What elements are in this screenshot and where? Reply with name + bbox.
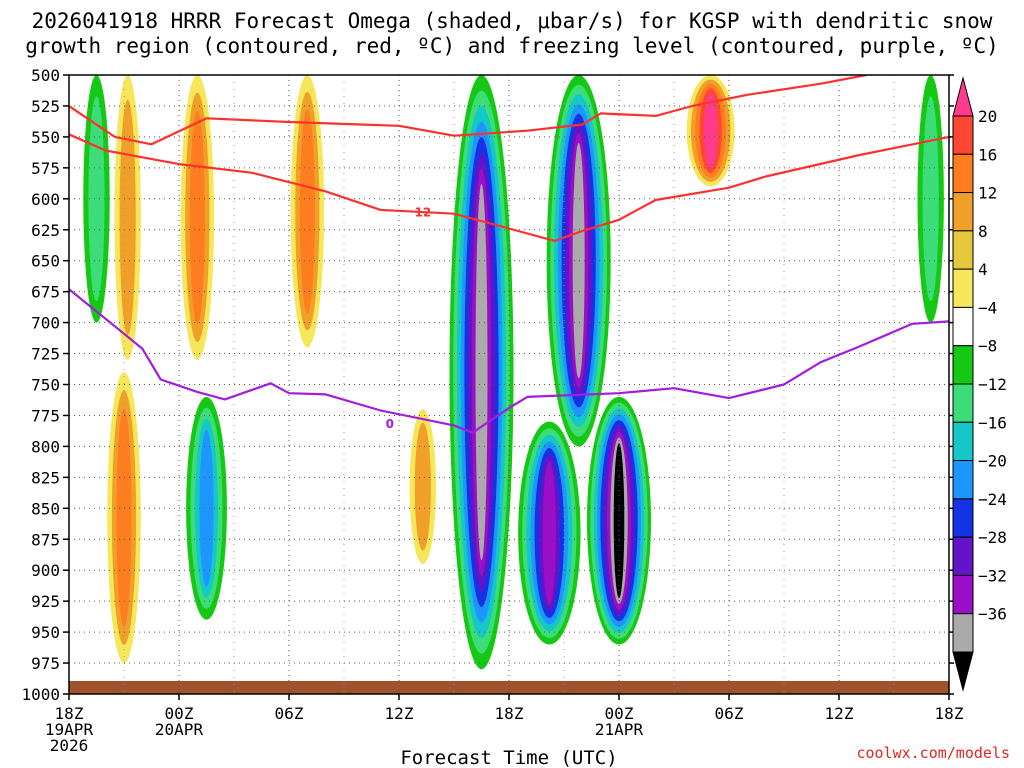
omega-shading: [83, 75, 944, 670]
colorbar-label: 12: [978, 184, 997, 203]
y-tick-label: 850: [31, 499, 60, 518]
x-tick-label: 00Z: [165, 704, 194, 723]
colorbar: 20 16 12 8 4 −4 −8 −12 −16 −20 −24 −28 −32 −36: [952, 76, 1007, 692]
omega-cell-9-7: [572, 143, 585, 379]
y-tick-label: 975: [31, 654, 60, 673]
colorbar-label: 20: [978, 107, 997, 126]
colorbar-label: −12: [978, 375, 1007, 394]
colorbar-box: [952, 536, 974, 576]
colorbar-label: 16: [978, 145, 997, 164]
y-tick-label: 925: [31, 592, 60, 611]
x-tick-label: 06Z: [275, 704, 304, 723]
colorbar-box: [952, 498, 974, 538]
omega-cell-6-1: [414, 422, 431, 551]
colorbar-label: −32: [978, 566, 1007, 585]
x-axis-label: Forecast Time (UTC): [400, 747, 617, 768]
colorbar-label: −20: [978, 452, 1007, 471]
y-tick-label: 575: [31, 159, 60, 178]
x-tick-label: 18Z: [495, 704, 524, 723]
omega-cell-12-1: [922, 96, 939, 302]
x-tick-label: 19APR: [45, 720, 94, 739]
contour-label-1: 12: [414, 205, 431, 219]
y-tick-label: 525: [31, 97, 60, 116]
grid: [69, 75, 949, 694]
x-tick-label: 2026: [50, 736, 89, 755]
colorbar-box: [952, 268, 974, 308]
colorbar-box: [952, 230, 974, 270]
colorbar-label: −24: [978, 490, 1007, 509]
x-tick-label: 00Z: [605, 704, 634, 723]
y-tick-label: 1000: [21, 685, 60, 704]
colorbar-label: 8: [978, 222, 988, 241]
colorbar-label: −8: [978, 337, 997, 356]
contour-line-0: [69, 75, 867, 146]
y-tick-label: 950: [31, 623, 60, 642]
omega-cell-7-7: [475, 183, 488, 561]
y-tick-label: 600: [31, 190, 60, 209]
y-tick-label: 700: [31, 314, 60, 333]
contour-line-1: [69, 133, 949, 242]
x-tick-label: 12Z: [385, 704, 414, 723]
y-tick-label: 625: [31, 221, 60, 240]
y-tick-label: 775: [31, 406, 60, 425]
colorbar-box: [952, 383, 974, 423]
x-tick-label: 06Z: [715, 704, 744, 723]
colorbar-box: [952, 613, 974, 653]
colorbar-box: [952, 574, 974, 615]
colorbar-arrow-bottom: [952, 651, 974, 692]
omega-cell-1-1: [119, 99, 136, 336]
y-tick-label: 675: [31, 283, 60, 302]
colorbar-box: [952, 192, 974, 232]
contour-line-2: [69, 288, 949, 434]
omega-cell-4-2: [116, 408, 132, 627]
omega-cell-5-3: [199, 429, 214, 587]
colorbar-label: −16: [978, 413, 1007, 432]
chart-title-line1: 2026041918 HRRR Forecast Omega (shaded, …: [32, 9, 993, 33]
y-tick-label: 875: [31, 530, 60, 549]
x-tick-label: 12Z: [825, 704, 854, 723]
colorbar-box: [952, 306, 974, 347]
x-tick-label: 18Z: [935, 704, 964, 723]
credit-link[interactable]: coolwx.com/models: [856, 744, 1010, 762]
y-tick-label: 500: [31, 66, 60, 85]
colorbar-label: −4: [978, 298, 997, 317]
colorbar-box: [952, 153, 974, 194]
x-tick-label: 21APR: [595, 720, 644, 739]
y-tick-label: 800: [31, 437, 60, 456]
y-tick-label: 725: [31, 345, 60, 364]
y-tick-label: 750: [31, 376, 60, 395]
colorbar-box: [952, 345, 974, 385]
colorbar-box: [952, 421, 974, 462]
x-tick-label: 18Z: [55, 704, 84, 723]
y-tick-label: 650: [31, 252, 60, 271]
omega-cell-2-2: [189, 110, 205, 325]
colorbar-box: [952, 460, 974, 500]
contour-label-2: 0: [386, 417, 394, 431]
colorbar-label: −36: [978, 605, 1007, 624]
y-axis: 500 525 550 575 600 625 650 675 700 725 750 775 800 8…: [21, 66, 954, 704]
y-tick-label: 550: [31, 128, 60, 147]
colorbar-label: −28: [978, 528, 1007, 547]
y-tick-label: 900: [31, 561, 60, 580]
contours: 12 0: [69, 75, 949, 434]
omega-cell-11-4: [703, 92, 718, 169]
chart-title-line2: growth region (contoured, red, ºC) and f…: [25, 34, 999, 58]
omega-cell-3-2: [299, 109, 315, 314]
terrain-strip: [69, 681, 949, 694]
x-tick-label: 20APR: [155, 720, 204, 739]
omega-cell-8-6: [542, 461, 556, 605]
colorbar-label: 4: [978, 260, 988, 279]
colorbar-box: [952, 115, 974, 155]
y-tick-label: 825: [31, 468, 60, 487]
colorbar-arrow-top: [952, 76, 974, 117]
